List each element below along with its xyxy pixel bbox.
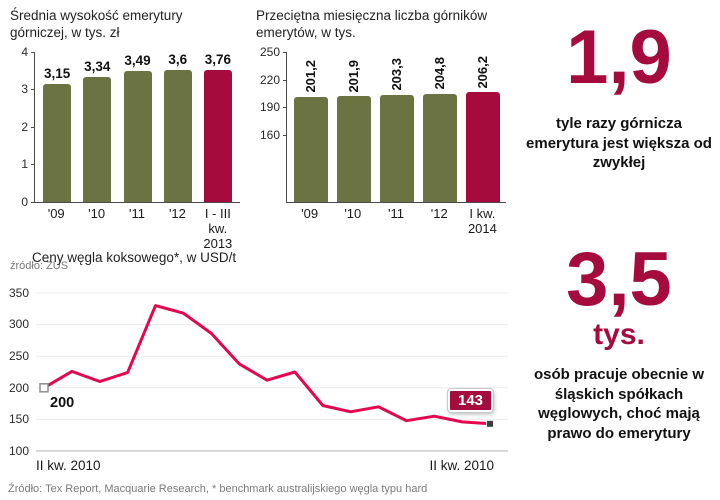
y-axis-tick-mark [283, 79, 287, 81]
chart-pensioner-count: Przeciętna miesięczna liczba górników em… [256, 8, 506, 237]
bar [43, 83, 72, 202]
y-axis-tick-mark [31, 201, 35, 203]
price-line [42, 303, 492, 426]
bar-value-label: 203,3 [389, 58, 404, 91]
bar [293, 96, 328, 202]
line-chart-svg [36, 292, 508, 452]
bar-plot-area: 3,15 3,34 3,49 3,6 3,76 4 3 2 1 0 [21, 45, 240, 209]
chart-title: Ceny węgla koksowego*, w USD/t [32, 250, 237, 265]
bar [123, 70, 152, 202]
y-axis-tick-label: 300 [8, 317, 29, 332]
y-axis-tick-mark [31, 51, 35, 53]
chart-title: Przeciętna miesięczna liczba górników em… [256, 8, 488, 40]
x-axis-category-label: I - III kw. 2013 [203, 205, 233, 251]
bar [163, 69, 192, 202]
chart-coal-price: Ceny węgla koksowego*, w USD/t 200 143 3… [8, 250, 510, 495]
bars-group: 201,2 201,9 203,3 204,8 206,2 [287, 52, 506, 202]
x-axis-labels: '09 '10 '11 '12 I kw. 2014 [286, 203, 506, 237]
end-value-badge: 143 [448, 388, 494, 412]
x-axis-category-label: '11 [388, 205, 404, 221]
start-point-marker [39, 382, 49, 393]
start-value-label: 200 [50, 394, 75, 411]
x-axis-category-label: '09 [47, 205, 65, 221]
bar-column: 206,2 [461, 52, 504, 202]
bar-column: 204,8 [418, 52, 461, 202]
x-axis-labels: II kw. 2010 II kw. 2010 [36, 458, 510, 473]
y-axis-tick-mark [31, 164, 35, 166]
y-axis-tick-label: 220 [259, 72, 280, 87]
stat-working-entitled: 3,5 tys. osób pracuje obecnie w śląskich… [520, 237, 718, 443]
stat-caption: osób pracuje obecnie w śląskich spółkach… [533, 366, 705, 442]
stat-number: 1,9 [566, 15, 672, 100]
line-plot-area: 200 143 350 300 250 200 150 100 [9, 286, 510, 458]
bar-highlighted [203, 69, 232, 202]
bar-column: 3,6 [158, 52, 198, 202]
bar-column: 3,76 [198, 52, 238, 202]
bar-plot-area: 201,2 201,9 203,3 204,8 206,2 250 220 190 160 [260, 45, 506, 203]
bar-value-label: 204,8 [432, 57, 447, 90]
bar-value-label: 3,15 [43, 65, 71, 81]
y-axis-tick-label: 160 [259, 128, 280, 143]
x-axis-category-label: '12 [430, 205, 448, 221]
end-point-marker [486, 419, 494, 428]
bar-value-label: 206,2 [475, 55, 490, 89]
stat-caption: tyle razy górnicza emerytura jest większ… [526, 115, 712, 172]
x-axis-category-label: '11 [129, 205, 145, 221]
x-axis-category-label: '10 [344, 205, 362, 221]
y-axis-tick-label: 2 [21, 119, 28, 134]
bar-value-label: 3,6 [168, 51, 188, 67]
y-axis-tick-mark [31, 126, 35, 128]
source-note: źródło: ZUS [10, 259, 69, 272]
bar-column: 201,2 [289, 52, 332, 202]
y-axis-tick-mark [283, 107, 287, 109]
y-axis-tick-label: 4 [21, 44, 28, 59]
bar-column: 201,9 [332, 52, 375, 202]
x-axis-category-label: '12 [168, 205, 186, 221]
bar [336, 96, 371, 202]
source-note: Źródło: Tex Report, Macquarie Research, … [8, 482, 428, 495]
y-axis-tick-label: 150 [8, 412, 29, 427]
y-axis-tick-mark [31, 89, 35, 91]
y-axis-tick-mark [283, 51, 287, 53]
bar-value-label: 3,49 [124, 52, 151, 68]
bar-column: 3,15 [37, 52, 77, 202]
x-axis-start-label: II kw. 2010 [36, 457, 101, 473]
bar [379, 95, 414, 202]
x-axis-category-label: '09 [301, 205, 319, 221]
y-axis-tick-label: 350 [8, 285, 29, 300]
x-axis-category-label: I kw. 2014 [467, 205, 497, 236]
y-axis-tick-label: 3 [21, 82, 28, 97]
stat-pension-ratio: 1,9 tyle razy górnicza emerytura jest wi… [520, 15, 718, 173]
chart-title: Średnia wysokość emerytury górniczej, w … [10, 8, 183, 40]
stat-unit: tys. [593, 318, 645, 352]
bars-group: 3,15 3,34 3,49 3,6 3,76 [35, 52, 240, 202]
bar-column: 203,3 [375, 52, 418, 202]
bar-value-label: 201,2 [303, 60, 318, 93]
y-axis-tick-label: 190 [259, 100, 280, 115]
stat-number: 3,5 [566, 237, 672, 322]
x-axis-category-label: '10 [88, 205, 106, 221]
bar [83, 76, 112, 202]
bar-value-label: 201,9 [346, 59, 361, 93]
y-axis-tick-label: 100 [8, 443, 29, 458]
x-axis-labels: '09 '10 '11 '12 I - III kw. 2013 [34, 203, 240, 252]
bar-column: 3,49 [117, 52, 157, 202]
y-axis-tick-label: 1 [21, 157, 28, 172]
bar-column: 3,34 [77, 52, 117, 202]
bar-value-label: 3,76 [204, 51, 232, 67]
chart-pension-amount: Średnia wysokość emerytury górniczej, w … [10, 8, 240, 272]
bar-highlighted [465, 92, 500, 202]
y-axis-tick-label: 250 [259, 44, 280, 59]
bar-value-label: 3,34 [84, 58, 111, 74]
bar [422, 93, 457, 202]
y-axis-tick-label: 250 [8, 349, 29, 364]
y-axis-tick-label: 0 [21, 194, 28, 209]
x-axis-end-label: II kw. 2010 [429, 457, 494, 473]
y-axis-tick-label: 200 [8, 380, 29, 395]
y-axis-tick-mark [283, 135, 287, 137]
